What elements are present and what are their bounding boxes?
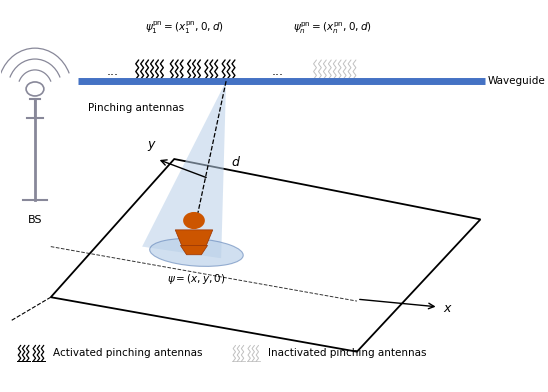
Text: Activated pinching antennas: Activated pinching antennas bbox=[53, 348, 203, 358]
Text: Pinching antennas: Pinching antennas bbox=[88, 103, 184, 113]
Circle shape bbox=[183, 212, 205, 229]
Ellipse shape bbox=[150, 238, 243, 267]
Text: $\psi_1^{\mathrm{pn}}=(x_1^{\mathrm{pn}},0,d)$: $\psi_1^{\mathrm{pn}}=(x_1^{\mathrm{pn}}… bbox=[145, 20, 224, 36]
Polygon shape bbox=[180, 245, 208, 255]
Text: $y$: $y$ bbox=[147, 139, 157, 153]
Text: $x$: $x$ bbox=[443, 302, 453, 316]
Text: ...: ... bbox=[106, 65, 118, 78]
Text: $\psi=(x,y,0)$: $\psi=(x,y,0)$ bbox=[167, 272, 226, 286]
Text: ...: ... bbox=[272, 65, 284, 78]
Text: Waveguide: Waveguide bbox=[488, 76, 546, 86]
Text: Inactivated pinching antennas: Inactivated pinching antennas bbox=[268, 348, 426, 358]
Text: $d$: $d$ bbox=[231, 155, 241, 169]
Text: BS: BS bbox=[28, 216, 42, 225]
Polygon shape bbox=[142, 81, 226, 258]
Text: $\psi_n^{\mathrm{pn}}=(x_n^{\mathrm{pn}},0,d)$: $\psi_n^{\mathrm{pn}}=(x_n^{\mathrm{pn}}… bbox=[293, 21, 372, 36]
Polygon shape bbox=[175, 230, 213, 245]
